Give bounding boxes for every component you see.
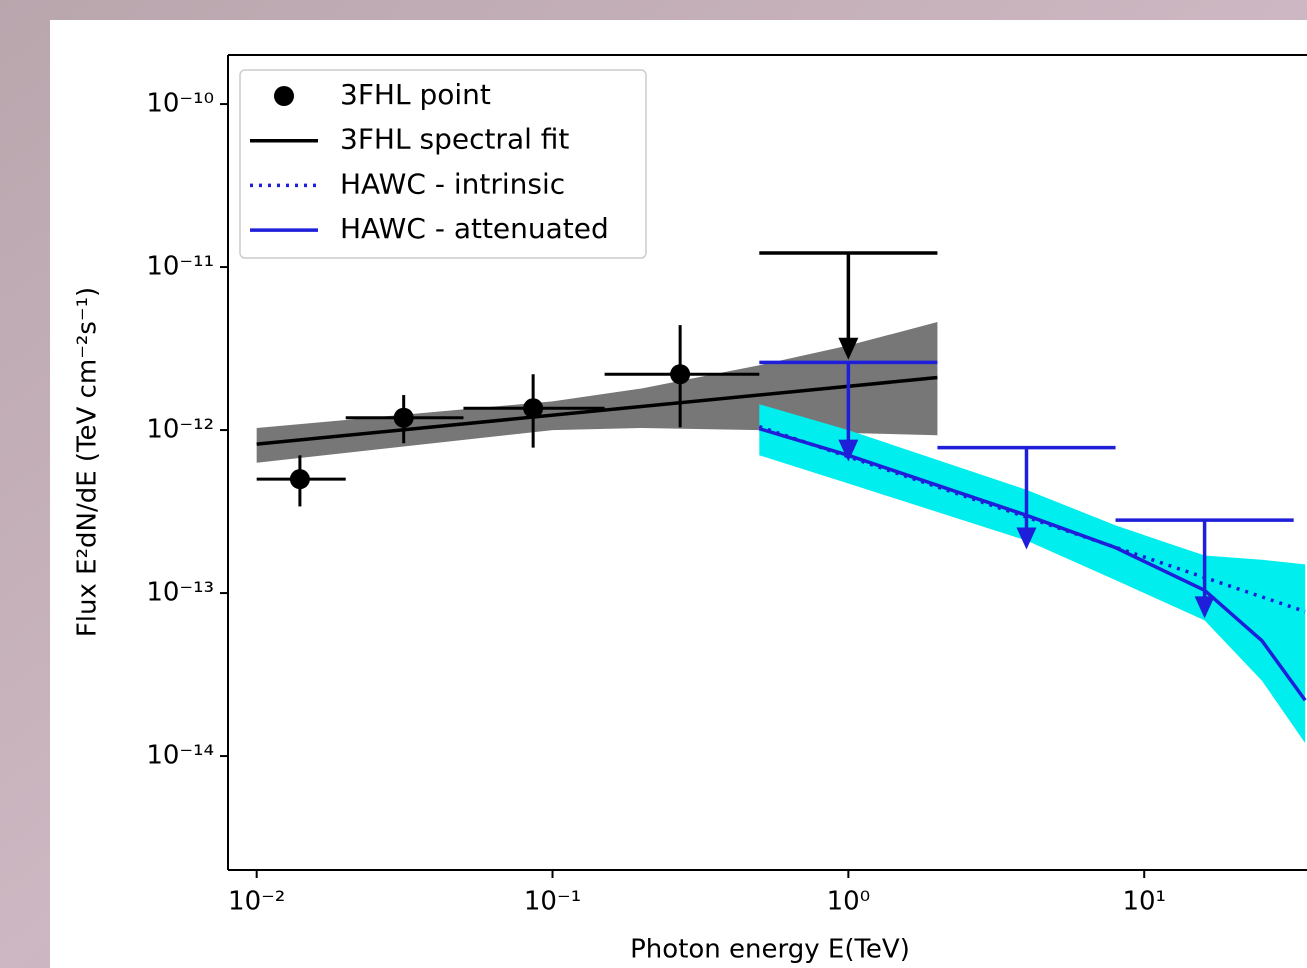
point: [393, 407, 414, 428]
legend-label: HAWC - attenuated: [340, 212, 609, 245]
plot-area: [256, 251, 1307, 744]
arrow-head: [1194, 596, 1215, 619]
y-axis-label: Flux E²dN/dE (TeV cm⁻²s⁻¹): [73, 287, 103, 637]
legend-label: 3FHL point: [340, 78, 491, 111]
y-tick-label: 10⁻¹³: [146, 578, 214, 608]
legend-label: 3FHL spectral fit: [340, 123, 569, 156]
legend: [239, 69, 647, 259]
x-tick-label: 10⁻¹: [524, 887, 581, 917]
y-tick-label: 10⁻¹¹: [146, 252, 214, 282]
point: [523, 398, 544, 419]
legend-label: HAWC - intrinsic: [340, 167, 565, 200]
arrow-head: [838, 337, 859, 360]
y-tick-label: 10⁻¹²: [146, 415, 214, 445]
point: [289, 469, 310, 490]
arrow-head: [838, 439, 859, 462]
x-tick-label: 10⁻²: [228, 887, 285, 917]
point: [670, 364, 691, 385]
band: [759, 404, 1306, 744]
legend-marker: [274, 86, 294, 106]
panel: [50, 20, 1307, 968]
y-tick-label: 10⁻¹⁴: [146, 741, 214, 771]
arrow-head: [1016, 527, 1037, 550]
x-tick-label: 10⁰: [827, 887, 871, 917]
x-axis-label: Photon energy E(TeV): [630, 935, 910, 965]
line: [256, 375, 938, 446]
y-tick-label: 10⁻¹⁰: [146, 89, 214, 119]
x-tick-label: 10¹: [1122, 887, 1166, 917]
